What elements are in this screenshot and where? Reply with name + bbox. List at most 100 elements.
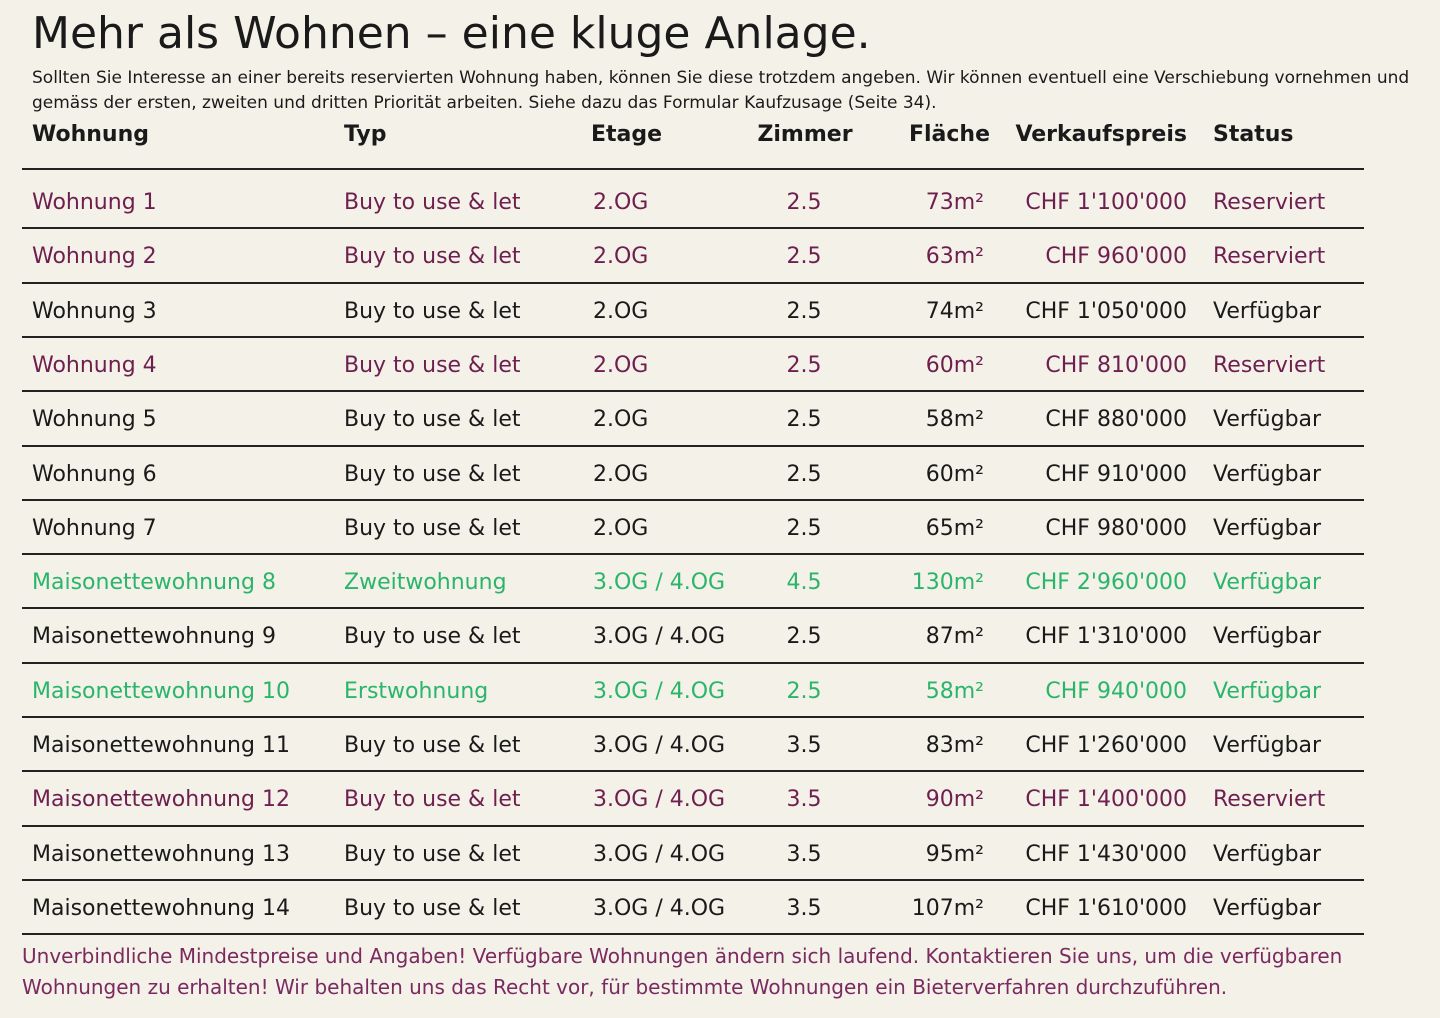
table-cell: Erstwohnung [344,678,489,704]
footnote: Unverbindliche Mindestpreise und Angaben… [22,944,1343,968]
table-cell: CHF 1'610'000 [1025,895,1187,921]
table-cell: Buy to use & let [344,298,521,324]
table-cell: 2.OG [593,515,649,541]
table-cell: Reserviert [1213,244,1326,270]
table-cell: 60m² [925,461,984,487]
footnote: Wohnungen zu erhalten! Wir behalten uns … [22,975,1228,999]
row-rule [22,878,1364,881]
table-cell: CHF 1'050'000 [1025,298,1187,324]
table-cell: CHF 1'260'000 [1025,733,1187,758]
table-cell: Wohnung 5 [32,407,157,433]
table-cell: 3.OG / 4.OG [593,787,726,813]
table-cell: Wohnung 6 [32,461,157,487]
table-cell: CHF 1'310'000 [1025,624,1187,650]
table-cell: 2.OG [593,352,649,378]
table-cell: 2.5 [786,244,822,270]
table-cell: Buy to use & let [344,461,521,487]
table-cell: 3.5 [786,841,822,867]
table-cell: Maisonettewohnung 13 [32,841,290,867]
table-cell: 2.5 [786,352,822,378]
table-cell: 3.OG / 4.OG [593,895,726,921]
table-cell: Maisonettewohnung 14 [32,895,290,921]
table-cell: Verfügbar [1213,461,1322,487]
table-cell: Maisonettewohnung 9 [32,624,276,650]
row-rule [22,498,1364,501]
table-cell: 58m² [925,678,984,704]
row-rule [22,281,1364,284]
table-cell: Buy to use & let [344,624,521,650]
table-cell: Buy to use & let [344,895,521,921]
table-cell: Maisonettewohnung 12 [32,787,290,813]
table-cell: Wohnung 4 [32,352,157,378]
column-header: Etage [591,122,663,147]
table-cell: Zweitwohnung [344,570,507,596]
column-header: Status [1213,122,1294,147]
table-cell: 60m² [925,352,984,378]
table-cell: CHF 910'000 [1045,461,1187,487]
table-cell: Reserviert [1213,787,1326,813]
column-header: Fläche [908,122,990,147]
table-cell: Verfügbar [1213,733,1322,758]
row-rule [22,716,1364,718]
column-header: Wohnung [32,122,149,147]
table-cell: 2.5 [786,298,822,324]
row-rule [22,444,1364,447]
table-cell: Reserviert [1213,352,1326,378]
row-rule [22,335,1364,338]
intro: gemäss der ersten, zweiten und dritten P… [32,93,937,113]
row-rule [22,933,1364,936]
table-cell: 90m² [925,787,984,813]
table-cell: 2.5 [786,407,822,433]
table-cell: 3.5 [786,733,822,758]
table-cell: CHF 1'100'000 [1025,190,1187,215]
table-cell: 2.OG [593,461,649,487]
table-cell: Wohnung 2 [32,244,157,270]
row-rule [22,607,1364,610]
table-cell: Verfügbar [1213,895,1322,921]
table-cell: Buy to use & let [344,515,521,541]
table-cell: 2.5 [786,515,822,541]
table-cell: 65m² [925,515,984,541]
table-cell: Buy to use & let [344,841,521,867]
table-cell: 87m² [925,624,984,650]
table-cell: 3.OG / 4.OG [593,841,726,867]
table-cell: 2.OG [593,407,649,433]
row-rule [22,553,1364,556]
table-cell: Wohnung 1 [32,190,157,215]
table-cell: Wohnung 3 [32,298,157,324]
table-cell: 3.5 [786,895,822,921]
table-cell: 83m² [925,733,984,758]
table-cell: 3.5 [786,787,822,813]
row-rule [22,824,1364,827]
table-cell: 107m² [911,895,984,921]
table-cell: 2.5 [786,190,822,215]
table-cell: 74m² [925,298,984,324]
table-cell: Verfügbar [1213,570,1322,596]
table-cell: CHF 980'000 [1045,515,1187,541]
table-cell: CHF 960'000 [1045,244,1187,270]
table-cell: CHF 810'000 [1045,352,1187,378]
table-cell: 2.5 [786,678,822,704]
row-rule [22,661,1364,664]
table-cell: CHF 2'960'000 [1025,570,1187,596]
table-cell: Verfügbar [1213,298,1322,324]
table-cell: Buy to use & let [344,352,521,378]
table-cell: Buy to use & let [344,190,521,215]
table-cell: Reserviert [1213,190,1326,215]
table-cell: Buy to use & let [344,787,521,813]
row-rule [22,227,1364,230]
table-cell: 2.5 [786,461,822,487]
row-rule [22,770,1364,773]
table-cell: 3.OG / 4.OG [593,733,726,758]
table-cell: 63m² [925,244,984,270]
table-cell: 2.OG [593,244,649,270]
table-cell: 2.OG [593,298,649,324]
table-cell: 2.OG [593,190,649,215]
column-header: Zimmer [757,122,853,147]
table-cell: 130m² [911,570,984,596]
table-cell: 95m² [925,841,984,867]
table-cell: CHF 880'000 [1045,407,1187,433]
table-cell: CHF 1'400'000 [1025,787,1187,813]
table-cell: Verfügbar [1213,624,1322,650]
